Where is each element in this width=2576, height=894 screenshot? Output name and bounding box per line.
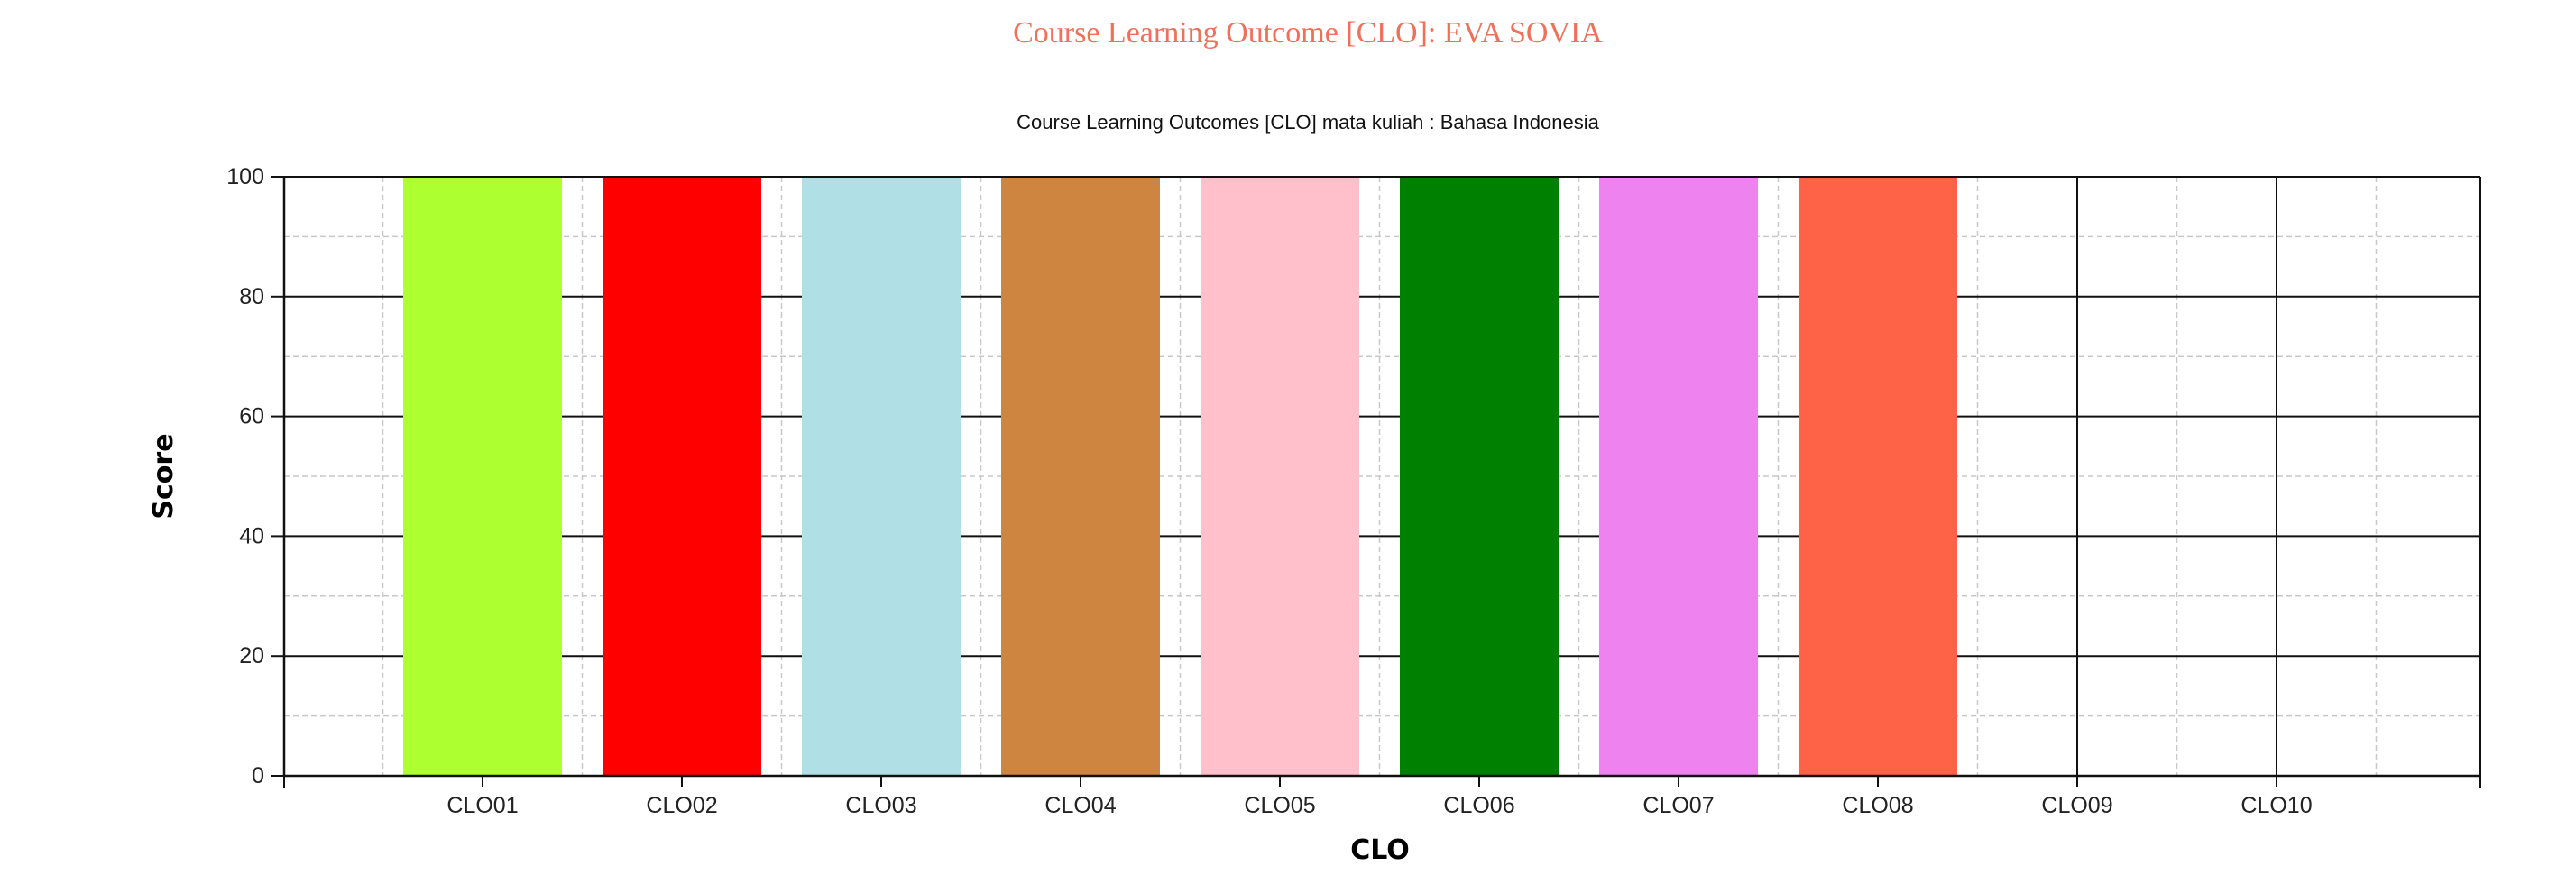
x-axis-title: CLO (1350, 834, 1410, 866)
x-tick-label: CLO07 (1642, 793, 1714, 818)
bar-clo06 (1400, 177, 1559, 776)
bars (403, 177, 1957, 776)
x-tick-label: CLO09 (2041, 793, 2112, 818)
x-tick-label: CLO08 (1842, 793, 1913, 818)
page-title: Course Learning Outcome [CLO]: EVA SOVIA (1013, 16, 1603, 50)
bar-clo02 (603, 177, 761, 776)
x-tick-label: CLO01 (446, 793, 518, 818)
bar-clo07 (1599, 177, 1758, 776)
y-tick-label: 40 (239, 523, 264, 548)
x-tick-label: CLO02 (646, 793, 717, 818)
y-axis-title: Score (148, 433, 179, 519)
bar-clo01 (403, 177, 562, 776)
y-tick-label: 80 (239, 284, 264, 309)
x-tick-label: CLO03 (845, 793, 916, 818)
y-tick-label: 20 (239, 643, 264, 668)
y-tick-labels: 0 20 40 60 80 100 (226, 164, 284, 788)
x-tick-label: CLO05 (1244, 793, 1315, 818)
x-tick-labels: CLO01 CLO02 CLO03 CLO04 CLO05 CLO06 CLO07 CLO08… (283, 776, 2481, 818)
y-tick-label: 0 (252, 763, 264, 788)
bar-clo03 (802, 177, 961, 776)
x-tick-label: CLO06 (1443, 793, 1514, 818)
x-tick-label: CLO04 (1044, 793, 1116, 818)
chart-title: Course Learning Outcomes [CLO] mata kuli… (1017, 111, 1599, 134)
bar-clo05 (1201, 177, 1359, 776)
bar-clo04 (1001, 177, 1160, 776)
x-tick-label: CLO10 (2240, 793, 2312, 818)
axes (282, 176, 2481, 778)
bar-clo08 (1799, 177, 1957, 776)
y-tick-label: 100 (226, 164, 264, 189)
y-tick-label: 60 (239, 404, 264, 429)
